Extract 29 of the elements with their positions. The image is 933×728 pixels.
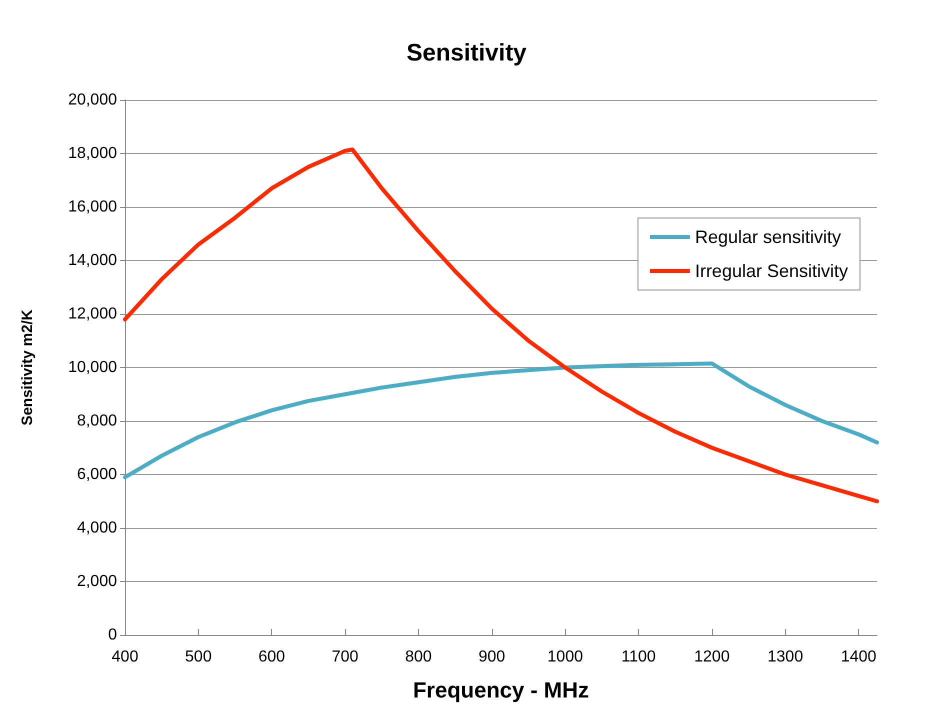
y-tick-label: 20,000 [68, 92, 118, 108]
x-tick-label: 800 [405, 648, 432, 666]
y-tick-label: 12,000 [68, 306, 118, 322]
x-tick-label: 900 [478, 648, 506, 666]
x-axis-title: Frequency - MHz [412, 678, 590, 702]
chart-title: Sensitivity [406, 40, 528, 66]
line-series [123, 361, 879, 480]
legend-label: Irregular Sensitivity [694, 261, 848, 281]
y-axis-title: Sensitivity m2/K [19, 309, 36, 426]
legend-label: Regular sensitivity [694, 227, 842, 247]
x-tick-label: 600 [258, 648, 286, 666]
line-series [123, 147, 879, 504]
x-tick-label: 1100 [621, 648, 656, 666]
y-tick-label: 16,000 [68, 198, 118, 216]
y-tick-label: 2,000 [76, 573, 118, 590]
x-tick-label: 700 [332, 648, 359, 666]
x-tick-label: 1400 [840, 648, 877, 666]
y-tick-label: 6,000 [76, 466, 118, 483]
y-tick-label: 14,000 [68, 252, 118, 269]
x-tick-label: 500 [185, 648, 212, 666]
y-tick-label: 18,000 [68, 145, 118, 162]
y-tick-label: 4,000 [76, 520, 118, 536]
x-tick-label: 1200 [694, 648, 730, 666]
y-tick-label: 10,000 [68, 359, 118, 376]
x-tick-label: 400 [112, 648, 138, 666]
x-tick-label: 1000 [547, 648, 584, 666]
y-tick-label: 0 [108, 626, 118, 644]
x-tick-label: 1300 [767, 648, 804, 666]
y-tick-label: 8,000 [76, 412, 118, 430]
